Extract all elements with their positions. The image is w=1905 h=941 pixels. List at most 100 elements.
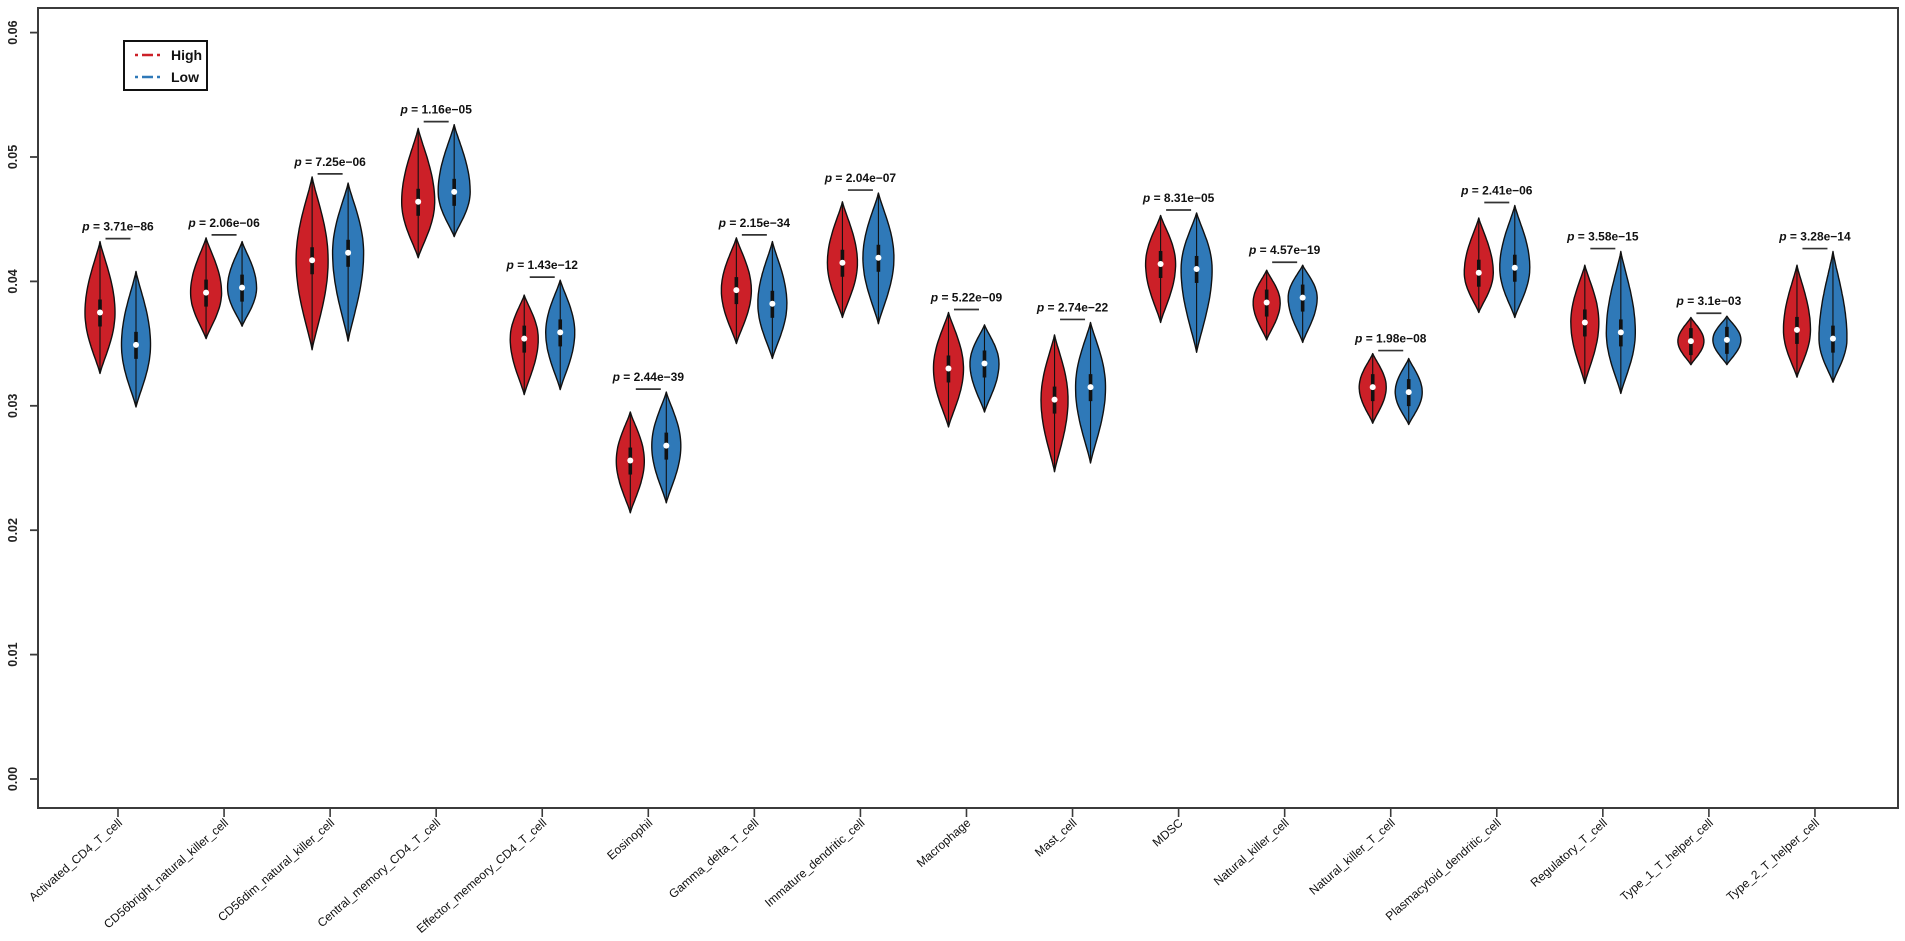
- violin-median-dot: [415, 198, 422, 205]
- p-value-label: p = 2.06e−06: [187, 216, 260, 230]
- p-value-label: p = 2.74e−22: [1036, 300, 1109, 314]
- violin-median-dot: [1829, 335, 1836, 342]
- violin-low-Plasmacytoid_dendritic_cell: [1499, 204, 1531, 319]
- violin-median-dot: [1581, 319, 1588, 326]
- x-axis-category-label: Plasmacytoid_dendritic_cell: [1383, 816, 1504, 924]
- p-value-label: p = 1.43e−12: [506, 258, 579, 272]
- plot-frame: [37, 7, 1899, 809]
- p-value-label: p = 2.41e−06: [1460, 184, 1533, 198]
- violin-high-Type_1_T_helper_cell: [1677, 316, 1705, 366]
- violin-high-Natural_killer_cell: [1252, 269, 1281, 341]
- x-axis-category-label: Natural_killer_T_cell: [1306, 816, 1397, 898]
- x-axis-category-label: Central_memory_CD4_T_cell: [315, 816, 443, 930]
- violin-median-dot: [345, 249, 352, 256]
- x-axis-category-label: Eosinophil: [604, 816, 655, 863]
- violin-median-dot: [1193, 265, 1200, 272]
- violin-low-CD56bright_natural_killer_cell: [226, 240, 258, 327]
- violin-median-dot: [1263, 299, 1270, 306]
- p-value-label: p = 3.58e−15: [1566, 230, 1639, 244]
- violin-median-dot: [1511, 264, 1518, 271]
- violin-median-dot: [1793, 326, 1800, 333]
- violin-low-Gamma_delta_T_cell: [757, 240, 788, 360]
- high-dashdot-line-icon: [135, 53, 163, 56]
- x-axis-category-label: Immature_dendritic_cell: [762, 816, 867, 910]
- p-value-label: p = 4.57e−19: [1248, 243, 1321, 257]
- violin-high-Effector_memeory_CD4_T_cell: [509, 294, 539, 396]
- violin-median-dot: [451, 188, 458, 195]
- violin-low-CD56dim_natural_killer_cell: [331, 182, 365, 342]
- violin-high-Gamma_delta_T_cell: [720, 237, 753, 345]
- violin-low-Activated_CD4_T_cell: [120, 270, 152, 408]
- p-value-label: p = 3.28e−14: [1778, 230, 1851, 244]
- violin-median-dot: [557, 329, 564, 336]
- violin-low-Effector_memeory_CD4_T_cell: [545, 279, 576, 391]
- violin-high-Type_2_T_helper_cell: [1782, 264, 1812, 378]
- y-axis-tick-label: 0.05: [6, 145, 20, 169]
- violin-median-dot: [1687, 338, 1694, 345]
- p-value-label: p = 3.1e−03: [1676, 294, 1742, 308]
- p-value-label: p = 3.71e−86: [81, 220, 154, 234]
- legend-item-low: Low: [134, 66, 206, 87]
- violin-median-dot: [1475, 269, 1482, 276]
- legend-item-high: High: [134, 44, 206, 65]
- violin-low-Natural_killer_T_cell: [1394, 357, 1423, 426]
- violin-median-dot: [239, 284, 246, 291]
- p-value-label: p = 7.25e−06: [293, 155, 366, 169]
- violin-low-Type_2_T_helper_cell: [1818, 250, 1848, 383]
- violin-median-dot: [1405, 389, 1412, 396]
- violin-low-Immature_dendritic_cell: [862, 192, 895, 325]
- p-value-label: p = 8.31e−05: [1142, 191, 1215, 205]
- p-value-label: p = 1.16e−05: [399, 103, 472, 117]
- violin-high-Immature_dendritic_cell: [826, 201, 859, 319]
- p-value-label: p = 1.98e−08: [1354, 332, 1427, 346]
- violin-median-dot: [1157, 260, 1164, 267]
- violin-median-dot: [521, 335, 528, 342]
- violin-median-dot: [945, 365, 952, 372]
- x-axis-category-label: Mast_cell: [1032, 816, 1079, 860]
- violin-low-Eosinophil: [651, 391, 682, 504]
- x-axis-category-label: Type_2_T_helper_cell: [1724, 816, 1822, 904]
- violin-high-Activated_CD4_T_cell: [84, 240, 116, 375]
- legend-label-low: Low: [171, 68, 199, 85]
- violin-low-Central_memory_CD4_T_cell: [437, 124, 471, 238]
- violin-median-dot: [733, 287, 740, 294]
- y-axis-tick-label: 0.04: [6, 269, 20, 293]
- violin-median-dot: [875, 254, 882, 261]
- violin-median-dot: [203, 289, 210, 296]
- x-axis-category-label: CD56bright_natural_killer_cell: [101, 816, 231, 932]
- violin-high-Mast_cell: [1040, 334, 1069, 473]
- violin-median-dot: [627, 457, 634, 464]
- x-axis-category-label: Macrophage: [914, 815, 974, 870]
- violin-median-dot: [1369, 384, 1376, 391]
- violin-low-MDSC: [1180, 212, 1213, 353]
- y-axis-tick-label: 0.00: [6, 767, 20, 791]
- violin-high-Macrophage: [932, 311, 965, 428]
- p-value-label: p = 2.04e−07: [824, 171, 897, 185]
- violin-median-dot: [1087, 384, 1094, 391]
- violin-high-CD56bright_natural_killer_cell: [189, 237, 223, 340]
- violin-median-dot: [1617, 329, 1624, 336]
- violin-median-dot: [1051, 396, 1058, 403]
- violin-median-dot: [663, 442, 670, 449]
- x-axis-category-label: Regulatory_T_cell: [1528, 816, 1610, 890]
- violin-low-Type_1_T_helper_cell: [1712, 315, 1742, 366]
- violin-median-dot: [133, 341, 139, 348]
- x-axis-category-label: Gamma_delta_T_cell: [666, 816, 761, 901]
- y-axis-tick-label: 0.01: [6, 642, 20, 666]
- violin-low-Natural_killer_cell: [1287, 264, 1318, 344]
- p-value-label: p = 5.22e−09: [930, 291, 1003, 305]
- violin-high-MDSC: [1144, 214, 1177, 324]
- violin-median-dot: [769, 300, 776, 307]
- x-axis-category-label: Natural_killer_cell: [1211, 816, 1292, 889]
- violin-median-dot: [97, 309, 103, 316]
- violin-low-Macrophage: [969, 324, 1000, 413]
- y-axis-tick-label: 0.02: [6, 518, 20, 542]
- y-axis-tick-label: 0.03: [6, 394, 20, 418]
- violin-high-Regulatory_T_cell: [1570, 264, 1600, 385]
- violin-high-Plasmacytoid_dendritic_cell: [1463, 217, 1494, 314]
- violin-median-dot: [981, 360, 988, 367]
- x-axis-category-label: CD56dim_natural_killer_cell: [215, 816, 337, 925]
- y-axis-tick-label: 0.06: [6, 20, 20, 44]
